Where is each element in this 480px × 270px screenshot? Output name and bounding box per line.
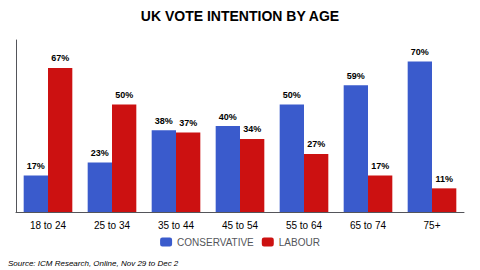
svg-text:50%: 50%: [283, 90, 301, 100]
svg-text:27%: 27%: [307, 139, 325, 149]
svg-text:40%: 40%: [219, 112, 237, 122]
svg-text:70%: 70%: [411, 47, 429, 57]
svg-text:LABOUR: LABOUR: [279, 237, 320, 248]
svg-text:UK VOTE INTENTION BY AGE: UK VOTE INTENTION BY AGE: [141, 8, 339, 24]
svg-text:17%: 17%: [371, 161, 389, 171]
svg-text:17%: 17%: [27, 161, 45, 171]
svg-text:55 to 64: 55 to 64: [286, 220, 323, 231]
svg-text:Source: ICM Research, Online,: Source: ICM Research, Online, Nov 29 to …: [8, 259, 179, 268]
svg-text:34%: 34%: [243, 124, 261, 134]
svg-text:37%: 37%: [179, 118, 197, 128]
svg-text:23%: 23%: [91, 148, 109, 158]
svg-text:67%: 67%: [51, 53, 69, 63]
svg-text:18 to 24: 18 to 24: [30, 220, 67, 231]
svg-text:65 to 74: 65 to 74: [350, 220, 387, 231]
svg-text:11%: 11%: [435, 174, 453, 184]
svg-text:45 to 54: 45 to 54: [222, 220, 259, 231]
svg-text:75+: 75+: [424, 220, 441, 231]
svg-text:CONSERVATIVE: CONSERVATIVE: [177, 237, 254, 248]
svg-text:38%: 38%: [155, 116, 173, 126]
svg-text:25 to 34: 25 to 34: [94, 220, 131, 231]
svg-text:35 to 44: 35 to 44: [158, 220, 195, 231]
svg-text:50%: 50%: [115, 90, 133, 100]
svg-text:59%: 59%: [347, 71, 365, 81]
